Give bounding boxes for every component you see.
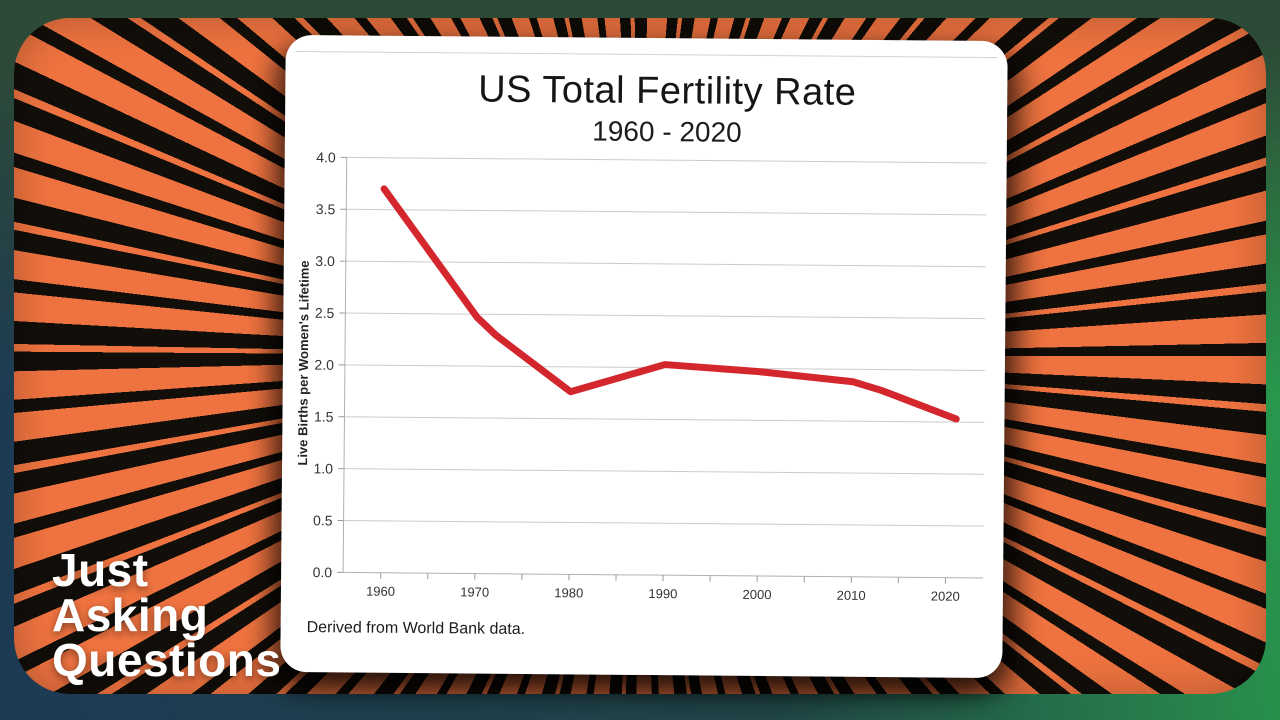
branding-line-3: Questions: [52, 634, 282, 687]
gridline-y: [343, 520, 984, 527]
gridline-y: [344, 416, 985, 423]
y-tick-label: 2.5: [315, 305, 335, 321]
x-tick-label: 2000: [743, 587, 772, 602]
x-tick-label: 1960: [366, 584, 395, 599]
gridline-y: [346, 156, 987, 164]
gridline-y: [345, 312, 986, 320]
branding-text: Just Asking Questions: [52, 544, 282, 687]
y-tick-label: 4.0: [316, 149, 336, 165]
x-tick-label: 2010: [837, 588, 866, 603]
gridline-y: [345, 260, 986, 268]
branding-line-1: Just: [52, 544, 149, 596]
y-tick-label: 2.0: [314, 357, 334, 373]
y-tick-label: 3.5: [316, 201, 336, 217]
y-axis-label: Live Births per Women's Lifetime: [295, 260, 312, 465]
chart-caption: Derived from World Bank data.: [306, 619, 526, 638]
x-tick-label: 1980: [554, 585, 583, 600]
x-tick-label: 2020: [931, 589, 960, 604]
chart-card: US Total Fertility Rate 1960 - 2020 Live…: [280, 34, 1008, 679]
fertility-rate-line: [380, 185, 960, 423]
gridline-y: [344, 468, 984, 475]
gridline-y: [346, 208, 987, 216]
x-tick-label: 1990: [648, 586, 677, 601]
branding-line-2: Asking: [52, 589, 209, 642]
fertility-line-chart: Live Births per Women's Lifetime 0.0 0.5 1…: [295, 149, 987, 604]
y-tick-label: 3.0: [315, 253, 335, 269]
y-tick-label: 1.0: [313, 460, 333, 476]
y-tick-label: 0.0: [313, 564, 333, 580]
y-tick-label: 0.5: [313, 512, 333, 528]
y-tick-label: 1.5: [314, 408, 334, 424]
x-tick-label: 1970: [460, 584, 489, 599]
y-axis-line: [342, 157, 348, 573]
